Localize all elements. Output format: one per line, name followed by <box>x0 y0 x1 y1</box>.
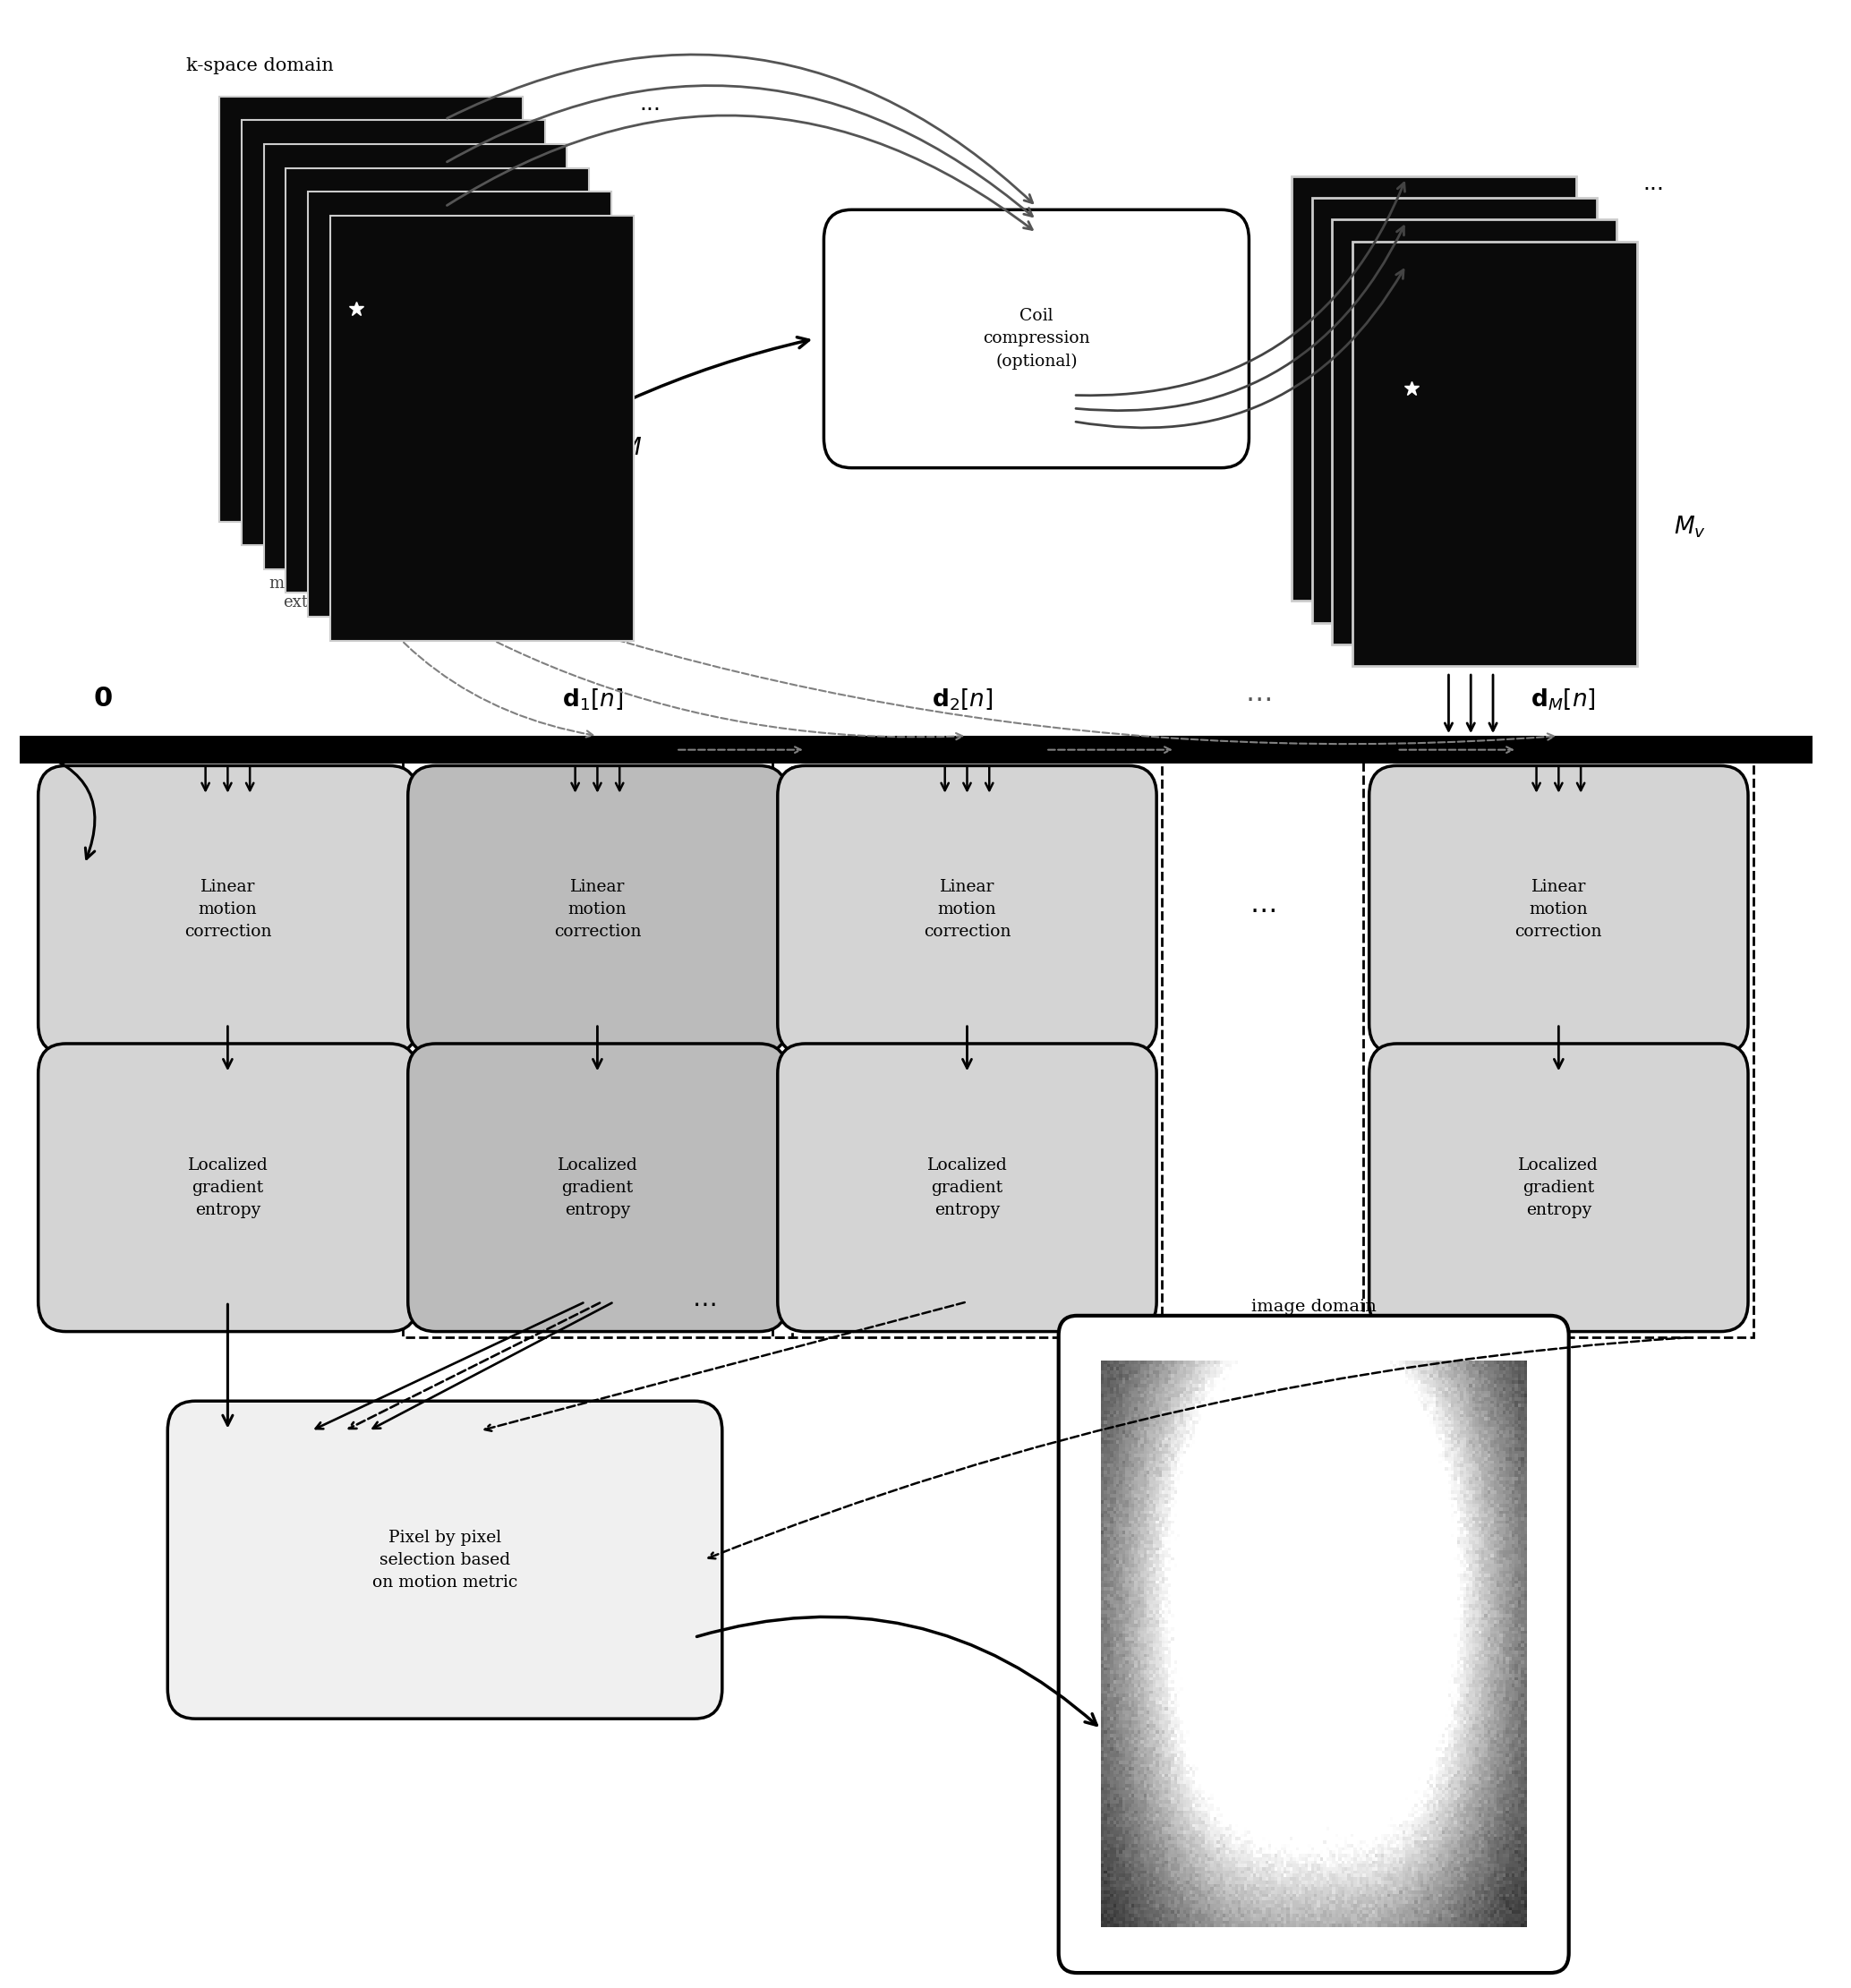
FancyBboxPatch shape <box>777 1044 1157 1332</box>
Text: Pixel by pixel
selection based
on motion metric: Pixel by pixel selection based on motion… <box>372 1529 518 1590</box>
Text: $\cdots$: $\cdots$ <box>1246 684 1272 712</box>
Text: $M_v$: $M_v$ <box>1673 515 1707 541</box>
Text: ...: ... <box>639 93 661 115</box>
Text: image domain: image domain <box>1251 1298 1377 1316</box>
Text: k-space domain: k-space domain <box>187 58 333 74</box>
Text: Localized
gradient
entropy: Localized gradient entropy <box>557 1157 637 1219</box>
Text: $\mathbf{d}_2[n]$: $\mathbf{d}_2[n]$ <box>931 688 994 712</box>
FancyBboxPatch shape <box>1370 1044 1747 1332</box>
Text: Linear
motion
correction: Linear motion correction <box>183 879 272 940</box>
Text: $\cdots$: $\cdots$ <box>692 1292 716 1318</box>
Bar <box>1101 1362 1527 1926</box>
Text: Linear
motion
correction: Linear motion correction <box>1514 879 1603 940</box>
Bar <box>20 736 1812 763</box>
FancyBboxPatch shape <box>220 97 522 521</box>
FancyBboxPatch shape <box>1370 765 1747 1054</box>
FancyBboxPatch shape <box>263 145 566 569</box>
Text: Linear
motion
correction: Linear motion correction <box>924 879 1011 940</box>
FancyBboxPatch shape <box>285 169 589 592</box>
Bar <box>772 759 1162 1338</box>
Text: $\mathbf{d}_1[n]$: $\mathbf{d}_1[n]$ <box>563 688 624 712</box>
Text: motion
measurement
extraction: motion measurement extraction <box>268 557 381 610</box>
Text: Localized
gradient
entropy: Localized gradient entropy <box>1518 1157 1599 1219</box>
Text: $\mathbf{0}$: $\mathbf{0}$ <box>93 684 113 712</box>
Text: Localized
gradient
entropy: Localized gradient entropy <box>927 1157 1007 1219</box>
Text: $\mathbf{d}_M[n]$: $\mathbf{d}_M[n]$ <box>1531 688 1596 712</box>
FancyBboxPatch shape <box>1333 219 1616 644</box>
FancyBboxPatch shape <box>1312 199 1597 622</box>
Text: Linear
motion
correction: Linear motion correction <box>553 879 640 940</box>
FancyBboxPatch shape <box>407 1044 787 1332</box>
FancyBboxPatch shape <box>241 121 544 545</box>
FancyBboxPatch shape <box>1353 241 1636 666</box>
Text: $M$: $M$ <box>620 437 642 459</box>
FancyBboxPatch shape <box>1292 177 1577 600</box>
Text: $\cdots$: $\cdots$ <box>1249 897 1275 924</box>
Text: ...: ... <box>1642 173 1664 195</box>
FancyBboxPatch shape <box>777 765 1157 1054</box>
FancyBboxPatch shape <box>168 1402 722 1720</box>
FancyBboxPatch shape <box>329 215 633 640</box>
Text: Localized
gradient
entropy: Localized gradient entropy <box>187 1157 268 1219</box>
FancyBboxPatch shape <box>39 765 416 1054</box>
FancyBboxPatch shape <box>824 209 1249 467</box>
Bar <box>402 759 792 1338</box>
FancyBboxPatch shape <box>307 193 611 616</box>
Text: Coil
compression
(optional): Coil compression (optional) <box>983 308 1090 370</box>
FancyBboxPatch shape <box>39 1044 416 1332</box>
FancyBboxPatch shape <box>407 765 787 1054</box>
Bar <box>1364 759 1753 1338</box>
FancyBboxPatch shape <box>1059 1316 1570 1972</box>
